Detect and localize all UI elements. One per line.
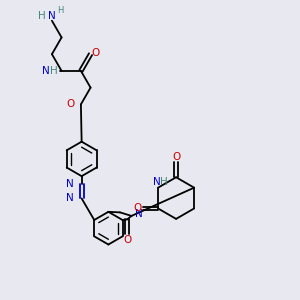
Text: O: O [134, 203, 142, 214]
Text: N: N [135, 209, 143, 219]
Text: N: N [67, 194, 74, 203]
Text: N: N [48, 11, 56, 21]
Text: O: O [66, 99, 74, 110]
Text: H: H [160, 177, 167, 187]
Text: O: O [172, 152, 180, 162]
Text: H: H [50, 66, 57, 76]
Text: N: N [67, 178, 74, 189]
Text: O: O [123, 235, 131, 244]
Text: N: N [42, 66, 50, 76]
Text: H: H [38, 11, 45, 21]
Text: H: H [57, 6, 63, 15]
Text: O: O [92, 48, 100, 58]
Text: N: N [153, 177, 160, 187]
